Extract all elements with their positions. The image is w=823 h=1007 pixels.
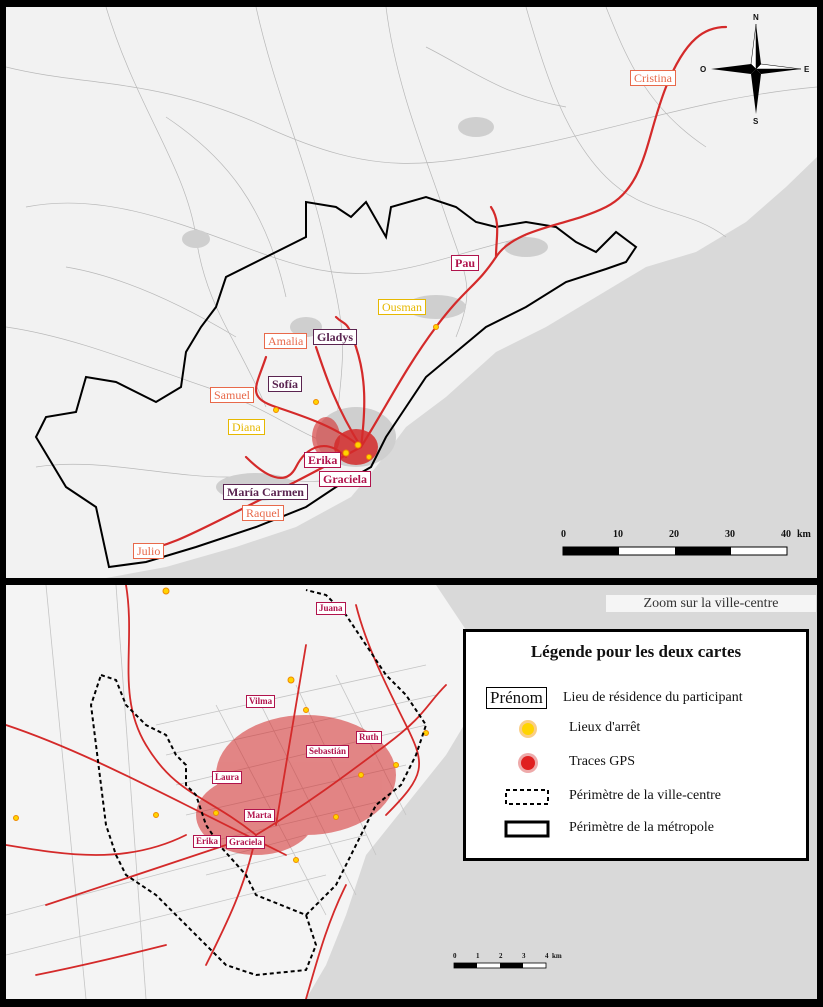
scale-tick: 40 — [781, 529, 791, 540]
participant-label: Samuel — [210, 387, 254, 403]
scale-tick: 3 — [522, 952, 526, 960]
participant-name-symbol: Prénom — [486, 687, 547, 709]
scale-unit: km — [552, 952, 562, 960]
participant-label: Cristina — [630, 70, 676, 86]
participant-label: Pau — [451, 255, 480, 271]
stop-points — [273, 324, 439, 460]
participant-label: María Carmen — [223, 484, 308, 500]
compass-s: S — [753, 117, 759, 126]
compass-e: E — [804, 65, 810, 74]
scale-tick: 10 — [613, 529, 623, 540]
scale-unit: km — [797, 529, 811, 540]
scale-tick: 0 — [453, 952, 457, 960]
legend-label: Périmètre de la ville-centre — [569, 788, 721, 803]
legend: Légende pour les deux cartes Prénom Lieu… — [463, 629, 809, 861]
participant-label: Ruth — [356, 731, 382, 744]
legend-item: Prénom Lieu de résidence du participant — [481, 687, 801, 710]
participant-label: Vilma — [246, 695, 276, 708]
legend-label: Lieux d'arrêt — [569, 720, 641, 735]
scale-tick: 1 — [476, 952, 480, 960]
stop-points — [13, 587, 429, 863]
metropolitan-map-canvas — [6, 7, 817, 578]
participant-label: Sebastián — [306, 745, 350, 758]
road-network — [6, 7, 817, 482]
participant-label: Diana — [228, 419, 265, 435]
legend-label: Traces GPS — [569, 754, 635, 769]
sea — [106, 157, 817, 578]
participant-label: Julio — [133, 543, 165, 559]
compass-icon — [711, 23, 802, 114]
scale-tick: 2 — [499, 952, 503, 960]
metropolitan-map: N S E O Cristina Pau Ousman Amalia Glady… — [6, 7, 817, 578]
solid-perimeter-icon — [504, 820, 550, 838]
participant-label: Raquel — [242, 505, 284, 521]
scale-tick: 30 — [725, 529, 735, 540]
scale-tick: 20 — [669, 529, 679, 540]
legend-label: Lieu de résidence du participant — [563, 690, 743, 705]
participant-label: Graciela — [226, 836, 265, 849]
participant-label: Erika — [193, 835, 222, 848]
legend-title: Légende pour les deux cartes — [530, 642, 742, 661]
zoom-title: Zoom sur la ville-centre — [606, 595, 816, 612]
stop-point-icon — [519, 720, 537, 738]
scale-bar-top — [562, 546, 788, 556]
scale-tick: 4 — [545, 952, 549, 960]
legend-item: Traces GPS — [481, 752, 801, 774]
legend-item: Périmètre de la métropole — [481, 818, 801, 840]
participant-label: Graciela — [319, 471, 371, 487]
scale-tick: 0 — [561, 529, 566, 540]
participant-label: Laura — [212, 771, 243, 784]
participant-label: Gladys — [313, 329, 358, 345]
legend-label: Périmètre de la métropole — [569, 820, 714, 835]
metropolis-perimeter — [34, 195, 638, 569]
gps-trace-icon — [518, 753, 538, 773]
participant-label: Amalia — [264, 333, 308, 349]
scale-bar-bottom — [453, 962, 547, 969]
participant-label: Juana — [316, 602, 346, 615]
city-centre-perimeter — [89, 589, 428, 977]
legend-item: Lieux d'arrêt — [481, 718, 801, 740]
legend-item: Périmètre de la ville-centre — [481, 786, 801, 808]
compass-n: N — [753, 13, 759, 22]
compass-o: O — [700, 65, 707, 74]
dashed-perimeter-icon — [505, 789, 549, 805]
participant-label: Marta — [244, 809, 275, 822]
participant-label: Sofía — [268, 376, 303, 392]
participant-label: Erika — [304, 452, 342, 468]
city-centre-zoom-map: Zoom sur la ville-centre Juana Vilma Rut… — [6, 585, 817, 999]
participant-label: Ousman — [378, 299, 426, 315]
